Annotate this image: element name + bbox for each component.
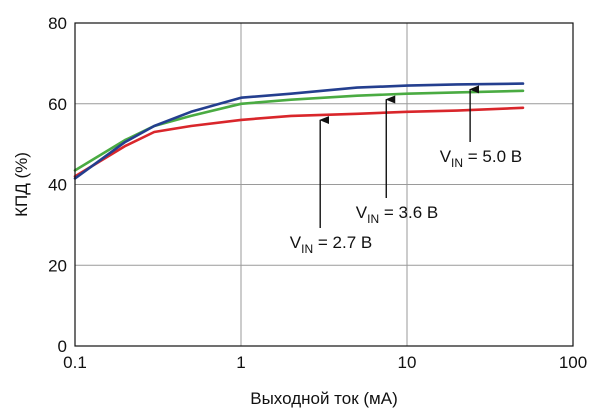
y-tick-label: 20 (48, 256, 67, 275)
y-tick-label: 60 (48, 95, 67, 114)
annotation-label-2: VIN = 3.6 В (356, 203, 438, 226)
series-line-1 (73, 106, 525, 178)
annotation-label-3: VIN = 5.0 В (440, 147, 522, 170)
tick-labels: 0.1 1 10 100 0 20 40 60 80 (48, 14, 587, 372)
series-layer (73, 82, 525, 180)
plot-frame (74, 22, 574, 347)
annotation-label-1: VIN = 2.7 В (290, 233, 372, 256)
x-tick-label: 10 (398, 353, 417, 372)
x-tick-label: 0.1 (63, 353, 87, 372)
x-axis-title: Выходной ток (мА) (250, 389, 398, 408)
y-tick-label: 40 (48, 176, 67, 195)
y-tick-label: 0 (58, 337, 67, 356)
y-tick-label: 80 (48, 14, 67, 33)
y-axis-title: КПД (%) (12, 152, 31, 217)
series-line-3 (73, 82, 525, 180)
annotation-layer: VIN = 2.7 В VIN = 3.6 В VIN = 5.0 В (290, 85, 522, 256)
x-tick-label: 100 (559, 353, 587, 372)
x-tick-label: 1 (236, 353, 245, 372)
